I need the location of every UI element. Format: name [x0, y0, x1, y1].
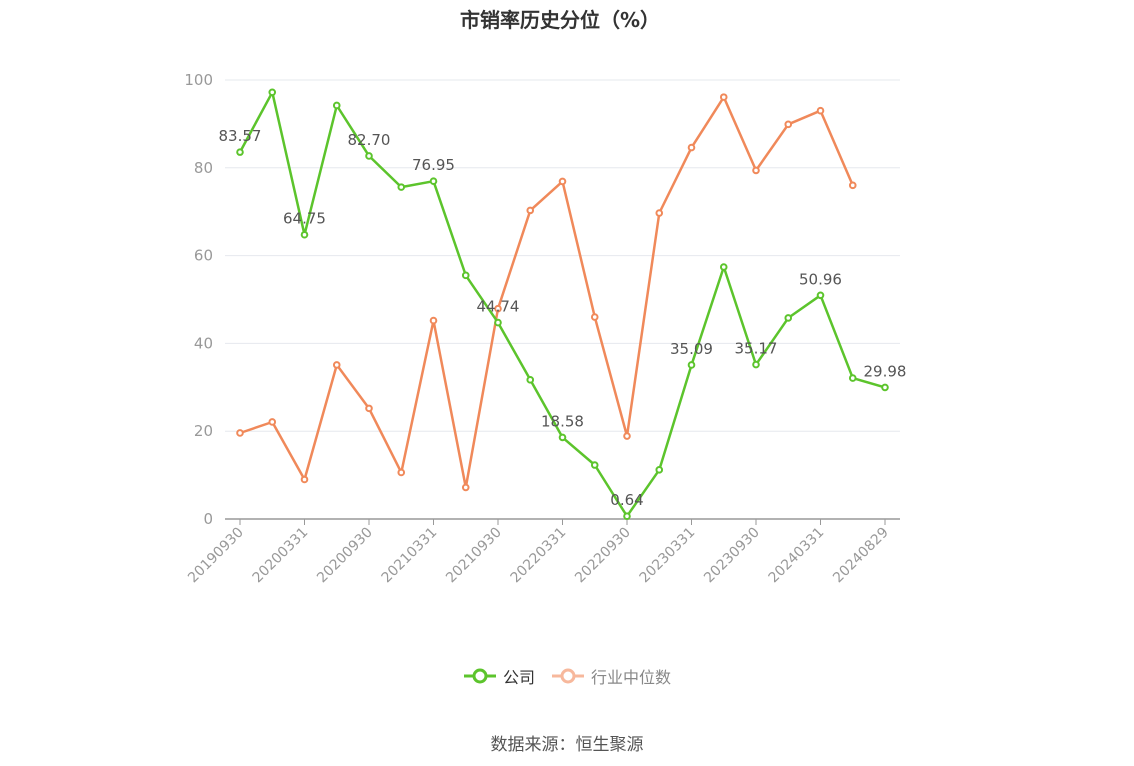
legend-industry-label: 行业中位数 — [591, 668, 672, 687]
y-tick-label: 20 — [194, 422, 213, 440]
data-point[interactable] — [655, 466, 664, 474]
y-tick-label: 60 — [194, 247, 213, 265]
series-layer — [236, 88, 889, 520]
data-point[interactable] — [752, 166, 760, 175]
data-point[interactable] — [623, 432, 631, 440]
data-point[interactable] — [558, 433, 567, 442]
data-point[interactable] — [752, 360, 760, 369]
data-point[interactable] — [332, 361, 341, 369]
data-point[interactable] — [816, 291, 825, 300]
data-label: 29.98 — [864, 362, 907, 380]
data-point[interactable] — [848, 374, 857, 382]
data-point[interactable] — [268, 88, 277, 97]
data-source-note: 数据来源：恒生聚源 — [490, 735, 644, 755]
x-tick-label: 20220331 — [508, 525, 570, 587]
data-point[interactable] — [784, 120, 793, 129]
data-label: 0.64 — [610, 491, 643, 509]
data-point[interactable] — [558, 177, 567, 186]
data-point[interactable] — [816, 106, 825, 115]
legend-company-label: 公司 — [502, 668, 535, 687]
data-point[interactable] — [623, 512, 631, 520]
series-line-industry-median — [239, 95, 854, 489]
data-label: 64.75 — [283, 210, 326, 228]
data-point[interactable] — [429, 177, 438, 185]
legend: 公司 行业中位数 — [0, 664, 1134, 688]
data-label-layer: 83.57 64.75 82.70 76.95 44.74 18.58 0.64 35.09 3… — [219, 127, 907, 509]
data-point[interactable] — [687, 361, 696, 369]
data-point[interactable] — [332, 101, 341, 110]
data-label: 35.17 — [735, 340, 778, 358]
legend-item-industry-median[interactable]: 行业中位数 — [551, 664, 671, 688]
chart-title: 市销率历史分位（%） — [459, 8, 661, 32]
legend-industry-icon — [552, 668, 584, 684]
data-point[interactable] — [784, 314, 793, 322]
data-point[interactable] — [429, 316, 438, 325]
series-line-company — [238, 91, 886, 518]
x-tick-label: 20220930 — [572, 525, 634, 587]
data-point[interactable] — [526, 376, 535, 384]
data-point[interactable] — [268, 418, 277, 426]
data-point[interactable] — [461, 483, 470, 492]
data-point[interactable] — [365, 404, 373, 413]
data-label: 35.09 — [670, 340, 713, 358]
y-tick-label: 80 — [194, 159, 213, 177]
data-point[interactable] — [300, 230, 309, 239]
x-tick-label: 20210331 — [379, 525, 441, 587]
data-point[interactable] — [494, 318, 502, 327]
legend-company-icon — [463, 668, 496, 684]
data-point[interactable] — [687, 143, 696, 152]
data-point[interactable] — [494, 304, 502, 313]
data-label: 50.96 — [799, 270, 842, 288]
grid-layer — [225, 79, 900, 432]
y-tick-label: 0 — [203, 510, 213, 528]
data-point[interactable] — [397, 183, 406, 191]
data-point[interactable] — [881, 383, 889, 392]
data-point[interactable] — [461, 271, 470, 280]
data-label: 44.74 — [477, 298, 520, 316]
data-label: 82.70 — [348, 131, 391, 149]
data-point[interactable] — [365, 152, 373, 160]
x-tick-label: 20210930 — [443, 525, 505, 587]
x-tick-label: 20190930 — [185, 525, 247, 587]
data-label: 18.58 — [541, 412, 584, 430]
data-point[interactable] — [719, 93, 728, 101]
data-label: 76.95 — [412, 156, 455, 174]
data-point[interactable] — [300, 475, 309, 484]
x-tick-label: 20200930 — [314, 525, 376, 587]
data-point[interactable] — [590, 313, 599, 321]
x-tick-label: 20200331 — [250, 525, 312, 587]
data-point[interactable] — [719, 263, 728, 271]
data-point[interactable] — [590, 461, 599, 469]
data-point[interactable] — [848, 181, 857, 190]
y-tick-label: 40 — [194, 334, 213, 352]
x-tick-label: 20230930 — [701, 525, 763, 587]
legend-item-company[interactable]: 公司 — [463, 664, 535, 688]
x-tick-label: 20240331 — [766, 525, 828, 587]
x-tick-label: 20240829 — [830, 525, 892, 587]
data-label: 83.57 — [219, 127, 262, 145]
data-point[interactable] — [526, 206, 535, 215]
data-point[interactable] — [655, 209, 664, 217]
data-point[interactable] — [236, 148, 244, 156]
data-point[interactable] — [236, 429, 244, 437]
x-tick-label: 20230331 — [637, 525, 699, 587]
data-point[interactable] — [397, 468, 406, 477]
y-tick-label: 100 — [184, 71, 213, 89]
